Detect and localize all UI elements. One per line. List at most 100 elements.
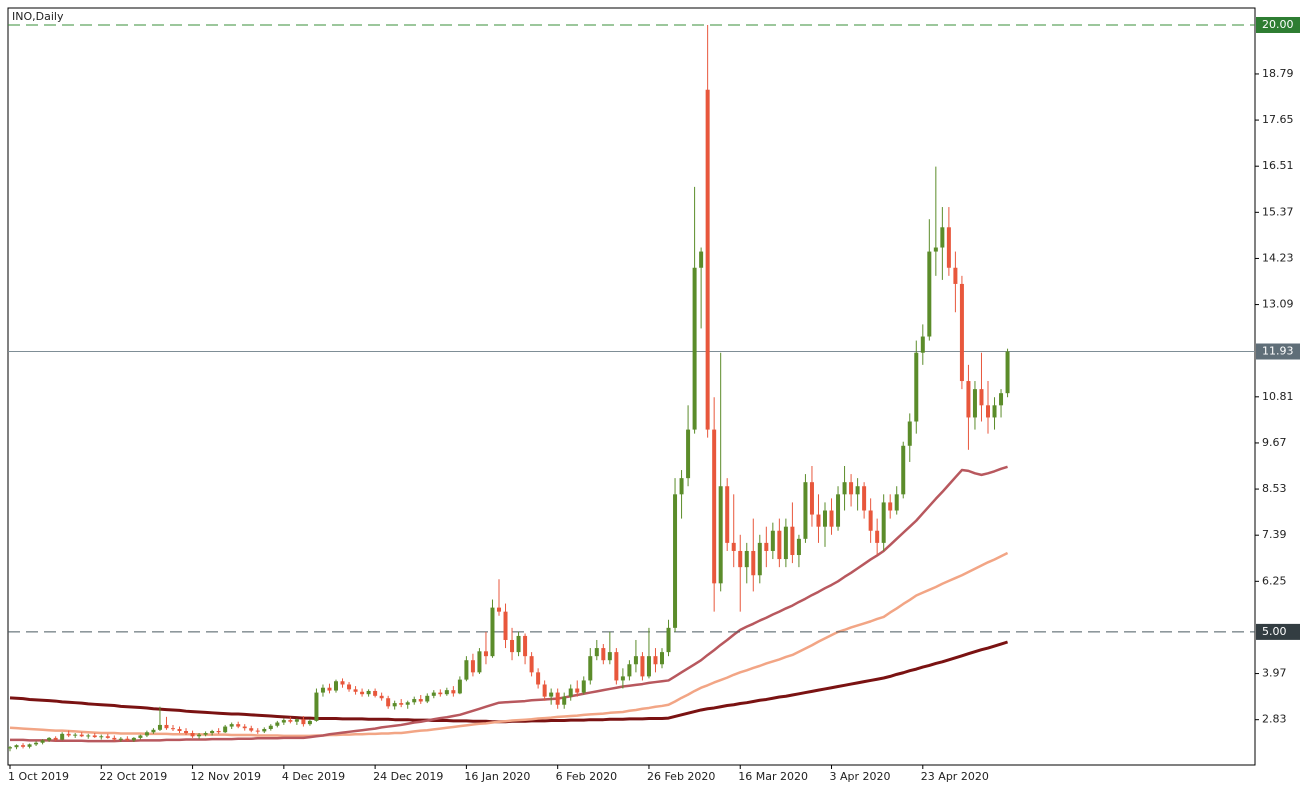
candle-body	[959, 283, 964, 382]
candle-body	[464, 660, 469, 680]
candle-body	[764, 542, 769, 551]
candle-body	[470, 660, 475, 673]
level-label-bg	[1256, 16, 1300, 33]
candle-body	[679, 478, 684, 495]
y-tick-label: 18.79	[1262, 67, 1294, 80]
candle-body	[157, 724, 162, 730]
candle-body	[242, 726, 247, 729]
candle-body	[562, 696, 567, 705]
y-tick-label: 9.67	[1262, 436, 1287, 449]
candle-body	[783, 526, 788, 560]
candle-body	[210, 731, 215, 734]
candle-body	[601, 648, 606, 661]
candle-body	[888, 502, 893, 511]
candle-body	[673, 494, 678, 628]
candle-body	[255, 730, 260, 732]
candle-body	[14, 745, 19, 748]
candle-body	[627, 664, 632, 677]
candle-body	[360, 691, 365, 695]
candle-body	[190, 733, 195, 737]
candle-body	[620, 676, 625, 681]
candle-body	[725, 486, 730, 543]
candle-body	[653, 656, 658, 665]
candle-body	[777, 530, 782, 560]
candle-body	[73, 734, 78, 736]
candle-body	[770, 530, 775, 551]
candle-body	[353, 689, 358, 692]
y-tick-label: 16.51	[1262, 159, 1294, 172]
candle-body	[555, 692, 560, 705]
candle-body	[86, 735, 91, 737]
level-label-bg	[1256, 623, 1300, 640]
x-tick-label: 4 Dec 2019	[282, 770, 345, 783]
x-tick-label: 24 Dec 2019	[373, 770, 443, 783]
candle-body	[164, 724, 169, 729]
candle-body	[542, 684, 547, 697]
candle-body	[712, 429, 717, 584]
candle-body	[940, 227, 945, 248]
plot-frame	[7, 7, 1256, 766]
candle-body	[842, 482, 847, 495]
candle-body	[953, 267, 958, 284]
moving-average-line	[10, 465, 1008, 743]
candle-body	[477, 651, 482, 673]
candle-body	[588, 656, 593, 681]
candle-body	[92, 735, 97, 738]
x-tick-label: 26 Feb 2020	[647, 770, 715, 783]
candle-body	[27, 744, 32, 747]
candle-body	[809, 482, 814, 515]
x-tick-label: 22 Oct 2019	[99, 770, 167, 783]
candle-body	[510, 639, 515, 653]
candle-body	[568, 688, 573, 697]
x-tick-label: 6 Feb 2020	[556, 770, 617, 783]
candle-body	[131, 737, 136, 741]
candle-body	[275, 722, 280, 726]
candle-body	[738, 550, 743, 568]
candle-body	[881, 502, 886, 543]
candle-body	[249, 728, 254, 731]
candle-body	[47, 737, 52, 741]
candle-body	[340, 681, 345, 685]
candle-body	[405, 702, 410, 705]
candle-body	[823, 510, 827, 527]
candle-body	[666, 627, 671, 653]
y-tick-label: 3.97	[1262, 667, 1287, 680]
candle-body	[216, 731, 221, 733]
candle-body	[118, 738, 123, 740]
candle-body	[660, 652, 664, 665]
candle-body	[614, 652, 619, 681]
candle-body	[327, 687, 332, 691]
candle-body	[138, 735, 143, 738]
candle-body	[79, 734, 84, 737]
chart-title: INO,Daily	[12, 10, 64, 23]
x-tick-label: 23 Apr 2020	[921, 770, 989, 783]
candle-body	[933, 247, 938, 252]
candle-body	[875, 530, 880, 543]
candle-body	[920, 336, 925, 353]
candle-body	[816, 514, 821, 527]
candle-body	[418, 699, 423, 702]
y-tick-label: 13.09	[1262, 298, 1294, 311]
candle-body	[66, 733, 71, 736]
candle-body	[594, 648, 599, 657]
candle-body	[399, 703, 404, 705]
x-tick-label: 16 Mar 2020	[738, 770, 808, 783]
level-label: 11.93	[1262, 345, 1294, 358]
candle-body	[894, 494, 899, 511]
candle-body	[373, 690, 378, 696]
candle-body	[744, 550, 749, 568]
candle-body	[99, 736, 104, 738]
candle-body	[1005, 351, 1010, 394]
level-label-bg	[1256, 343, 1300, 360]
candle-body	[836, 494, 841, 527]
candle-body	[294, 719, 299, 722]
candle-body	[731, 542, 736, 551]
candle-body	[692, 267, 697, 430]
candle-body	[412, 699, 417, 703]
x-tick-label: 1 Oct 2019	[8, 770, 69, 783]
moving-average-line	[9, 551, 1009, 738]
candle-body	[301, 719, 306, 725]
y-tick-label: 7.39	[1262, 528, 1287, 541]
candle-body	[979, 389, 984, 406]
